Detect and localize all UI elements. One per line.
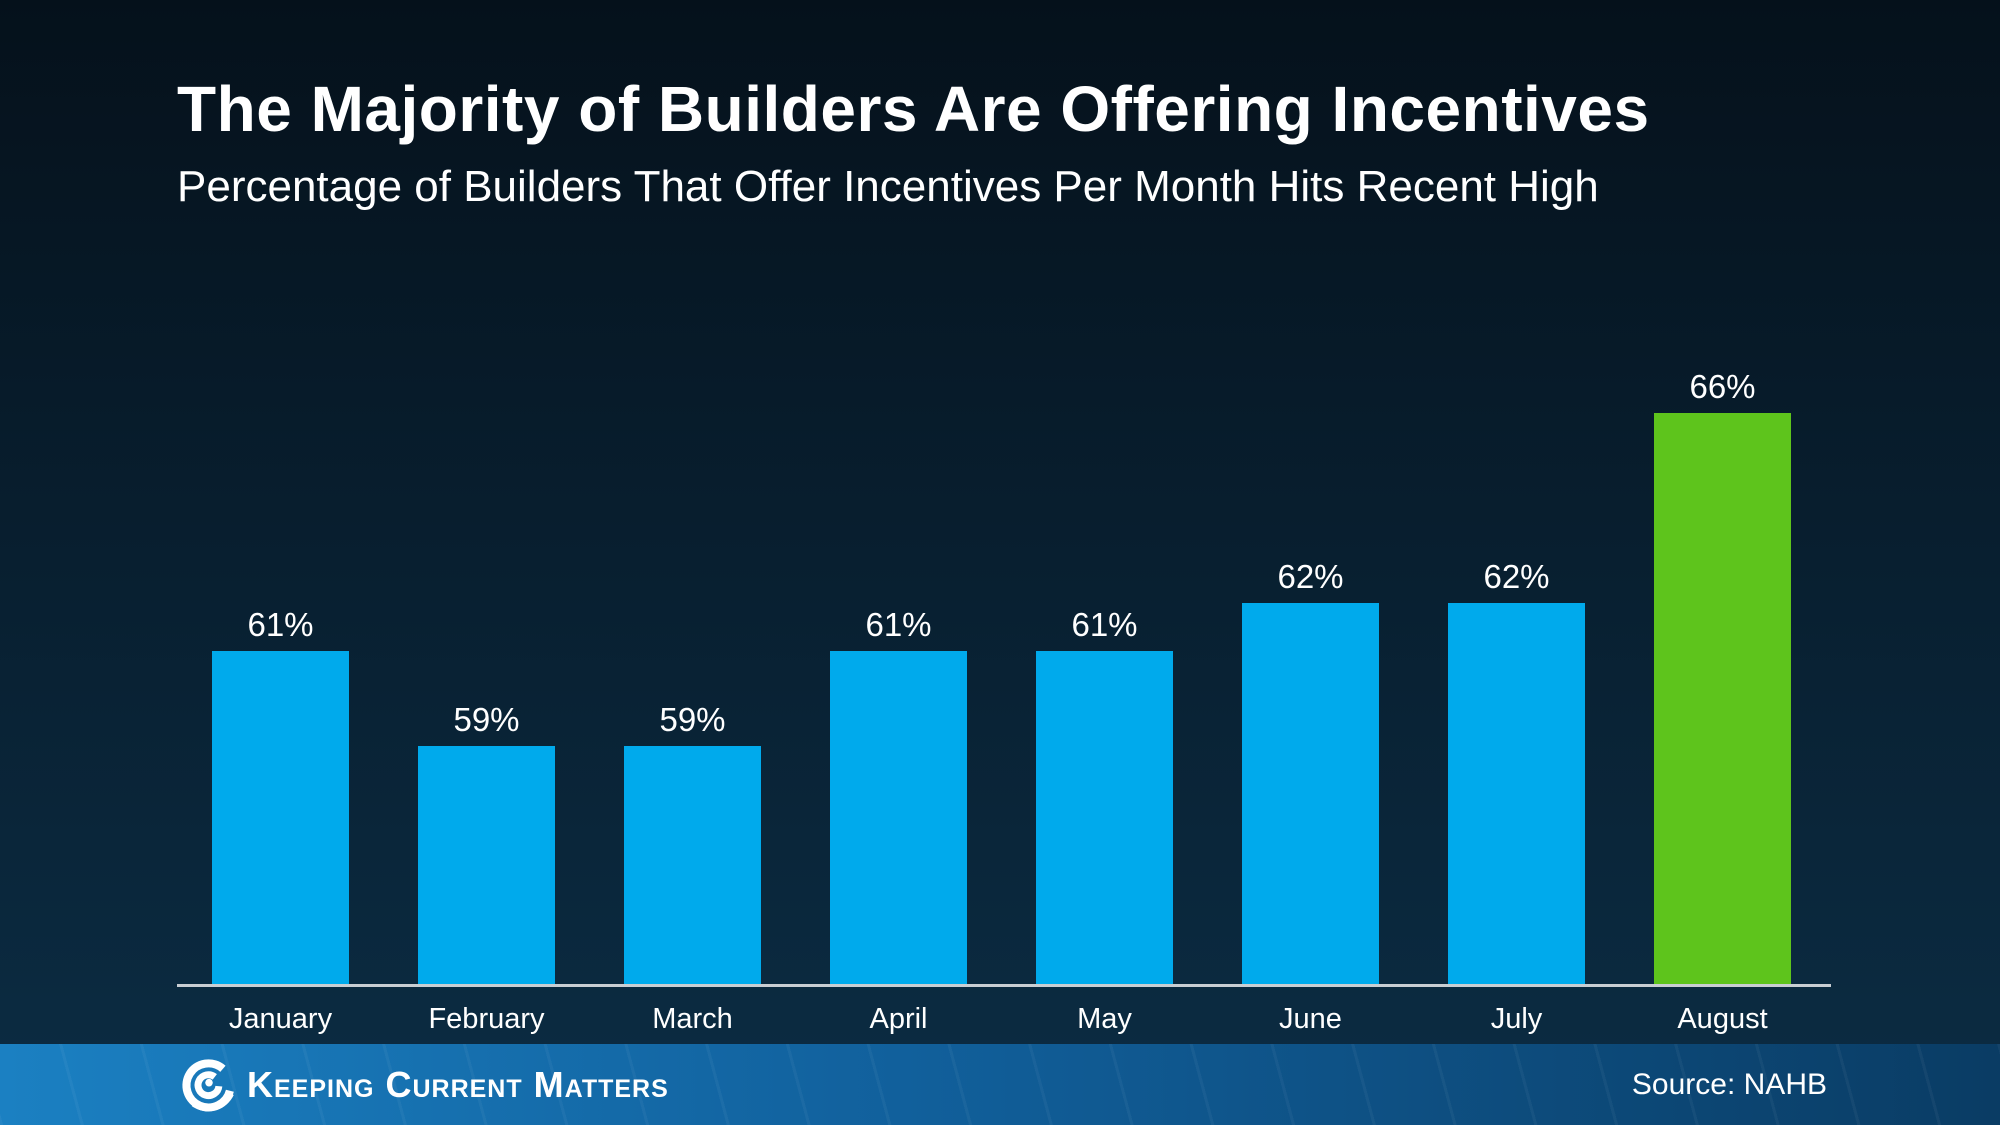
bar-chart-plot-area: 61% January 59% February 59% March 61% April 61%…	[177, 0, 1831, 1035]
brand-wordmark: Keeping Current Matters	[247, 1063, 669, 1105]
bar-group-may: 61% May	[1036, 0, 1173, 1035]
source-attribution: Source: NAHB	[1631, 1067, 1827, 1101]
bar-value-label: 59%	[659, 701, 726, 738]
bar	[1448, 603, 1585, 984]
x-axis-tick-label: May	[1077, 1003, 1132, 1035]
bar-value-label: 62%	[1483, 558, 1550, 595]
bar-group-august: 66% August	[1654, 0, 1791, 1035]
x-axis-tick-label: August	[1677, 1003, 1768, 1035]
x-axis-tick-label: March	[652, 1003, 733, 1035]
bar-value-label: 59%	[453, 701, 520, 738]
x-axis-tick-label: July	[1490, 1003, 1543, 1035]
chart-title: The Majority of Builders Are Offering In…	[177, 73, 1650, 145]
bar-value-label: 61%	[865, 606, 932, 643]
bar	[418, 746, 555, 984]
bar-value-label: 61%	[1071, 606, 1138, 643]
x-axis-tick-label: June	[1279, 1003, 1342, 1035]
kcm-swirl-logo-icon	[182, 1058, 234, 1111]
bar-group-april: 61% April	[830, 0, 967, 1035]
bar	[1036, 651, 1173, 984]
bar-group-january: 61% January	[212, 0, 349, 1035]
x-axis-tick-label: April	[869, 1003, 928, 1035]
x-axis-tick-label: January	[228, 1003, 333, 1035]
bar-group-july: 62% July	[1448, 0, 1585, 1035]
bar	[1242, 603, 1379, 984]
footer-bar: Keeping Current Matters Source: NAHB	[0, 1044, 2000, 1125]
bar	[830, 651, 967, 984]
bar-value-label: 62%	[1277, 558, 1344, 595]
bar-group-march: 59% March	[624, 0, 761, 1035]
bar	[624, 746, 761, 984]
bar	[212, 651, 349, 984]
bar-group-february: 59% February	[418, 0, 555, 1035]
bar-value-label: 61%	[247, 606, 314, 643]
bar-group-june: 62% June	[1242, 0, 1379, 1035]
bar	[1654, 413, 1791, 984]
bar-value-label: 66%	[1689, 368, 1756, 405]
x-axis-tick-label: February	[428, 1003, 545, 1035]
chart-subtitle: Percentage of Builders That Offer Incent…	[177, 162, 1599, 211]
x-axis-line	[177, 984, 1831, 987]
